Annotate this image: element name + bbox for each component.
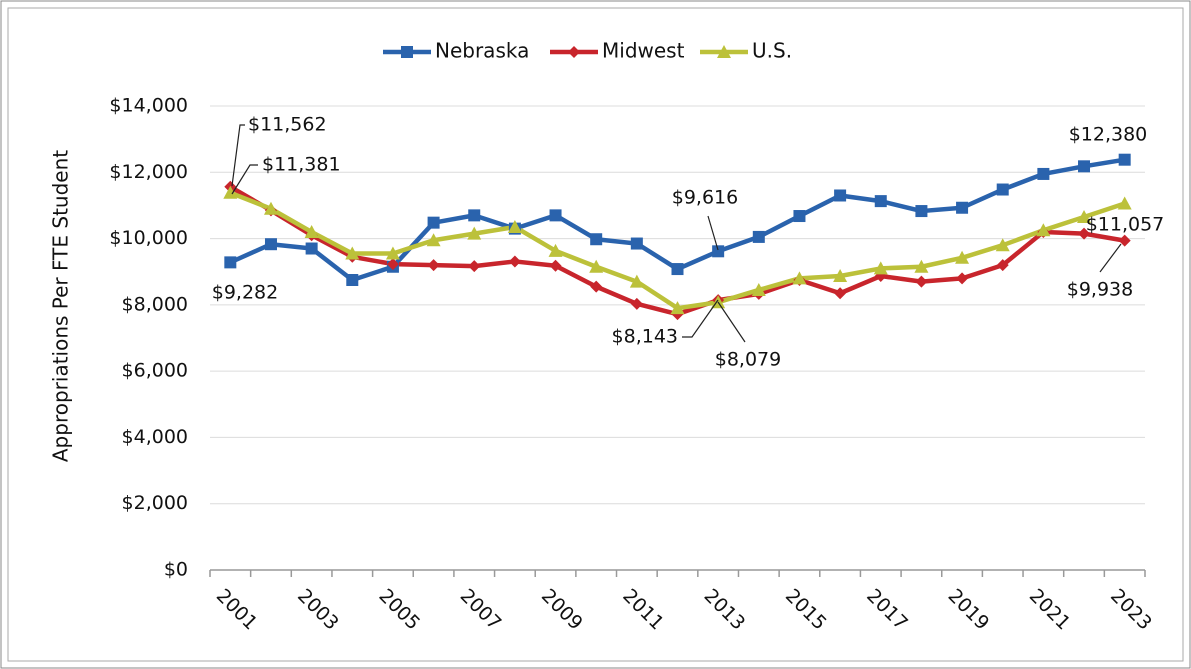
y-tick-label: $6,000 [122, 360, 188, 382]
legend-label: U.S. [752, 39, 792, 63]
marker [264, 238, 277, 251]
marker [589, 259, 604, 273]
marker [1077, 210, 1092, 224]
leader-line [231, 124, 245, 187]
y-tick-label: $0 [164, 559, 188, 581]
y-tick-label: $2,000 [122, 492, 188, 514]
marker [629, 274, 644, 288]
marker [670, 301, 685, 315]
marker [345, 246, 360, 260]
marker [549, 209, 562, 222]
marker [263, 201, 278, 215]
marker [956, 201, 969, 214]
marker [549, 259, 562, 272]
data-label: $11,057 [1086, 214, 1165, 236]
marker [467, 226, 482, 240]
leader-line [707, 215, 719, 251]
marker [752, 230, 765, 243]
y-tick-label: $4,000 [122, 426, 188, 448]
marker [590, 233, 603, 246]
marker [386, 258, 399, 271]
data-label: $11,381 [262, 154, 341, 176]
data-label: $9,616 [672, 187, 738, 209]
legend-label: Nebraska [435, 39, 529, 63]
marker [1118, 234, 1131, 247]
leader-line [682, 299, 719, 338]
y-tick-label: $10,000 [109, 227, 188, 249]
marker [833, 269, 848, 283]
marker [995, 238, 1010, 252]
marker [834, 287, 847, 300]
marker [873, 261, 888, 275]
y-tick-label: $14,000 [109, 95, 188, 117]
leader-line [717, 301, 746, 343]
marker [915, 275, 928, 288]
marker [427, 216, 440, 229]
marker [996, 183, 1009, 196]
marker [305, 242, 318, 255]
marker [346, 274, 359, 286]
data-label: $9,282 [212, 282, 278, 304]
marker [914, 259, 929, 273]
marker [1078, 160, 1091, 173]
marker [915, 205, 928, 218]
marker [507, 219, 522, 233]
legend-label: Midwest [602, 39, 685, 63]
marker [468, 209, 481, 222]
marker [401, 46, 413, 58]
data-label: $11,562 [248, 114, 327, 136]
marker [304, 224, 319, 238]
marker [751, 282, 766, 296]
leader-line [1099, 243, 1122, 273]
marker [568, 46, 580, 58]
marker [508, 255, 521, 268]
marker [671, 263, 684, 276]
marker [956, 272, 969, 285]
marker [427, 259, 440, 272]
data-label: $12,380 [1069, 124, 1148, 146]
marker [792, 271, 807, 285]
data-label: $8,143 [612, 326, 678, 348]
leader-line [231, 164, 258, 195]
marker [1078, 227, 1091, 240]
marker [590, 280, 603, 293]
marker [630, 237, 643, 250]
marker [955, 250, 970, 264]
y-tick-label: $12,000 [109, 161, 188, 183]
marker [1036, 223, 1051, 237]
marker [996, 259, 1009, 272]
marker [468, 260, 481, 273]
marker [793, 210, 806, 223]
marker [834, 189, 847, 202]
marker [1117, 196, 1132, 210]
data-label: $8,079 [715, 349, 781, 371]
chart-frame [7, 7, 1184, 662]
marker [874, 195, 887, 208]
marker [426, 233, 441, 247]
marker [1037, 167, 1050, 180]
marker [712, 245, 725, 258]
marker [548, 243, 563, 257]
marker [385, 246, 400, 260]
marker [717, 45, 731, 58]
data-label: $9,938 [1067, 279, 1133, 301]
marker [224, 256, 237, 269]
y-axis-label: Appropriations Per FTE Student [49, 150, 73, 462]
y-tick-label: $8,000 [122, 293, 188, 315]
marker [223, 185, 238, 199]
marker [1118, 153, 1131, 166]
marker [630, 297, 643, 310]
